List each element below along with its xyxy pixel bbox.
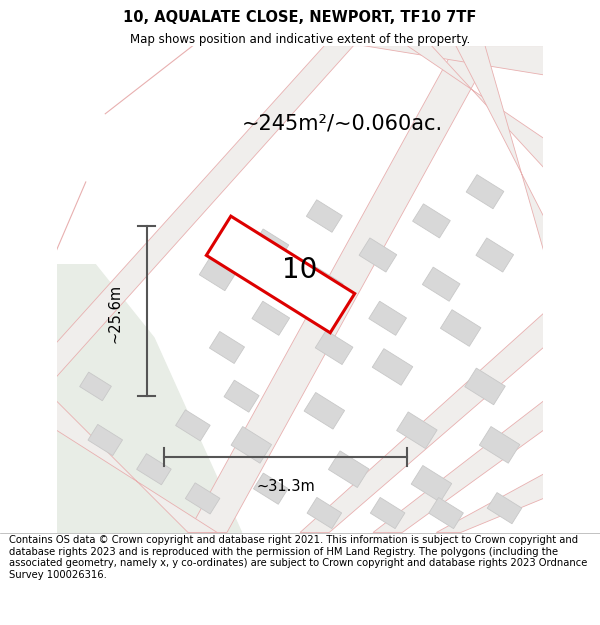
Polygon shape [440,310,481,346]
Polygon shape [487,492,522,524]
Polygon shape [429,498,463,529]
Polygon shape [397,412,437,449]
Polygon shape [137,454,171,485]
Polygon shape [176,410,210,441]
Polygon shape [307,498,341,529]
Polygon shape [56,401,217,532]
Polygon shape [253,473,288,504]
Polygon shape [56,46,353,377]
Text: 10, AQUALATE CLOSE, NEWPORT, TF10 7TF: 10, AQUALATE CLOSE, NEWPORT, TF10 7TF [124,10,476,25]
Polygon shape [422,267,460,301]
Polygon shape [206,216,355,332]
Polygon shape [465,368,505,405]
Polygon shape [253,229,289,261]
Polygon shape [436,474,544,532]
Polygon shape [188,46,495,532]
Polygon shape [372,349,413,385]
Polygon shape [370,498,405,529]
Polygon shape [476,238,514,272]
Polygon shape [413,204,450,238]
Polygon shape [328,451,369,488]
Text: ~25.6m: ~25.6m [107,284,122,343]
Polygon shape [305,267,343,301]
Polygon shape [315,331,353,364]
Polygon shape [209,331,245,364]
Polygon shape [359,238,397,272]
Polygon shape [224,380,259,412]
Polygon shape [252,301,290,336]
Polygon shape [479,426,520,463]
Polygon shape [199,258,235,291]
Polygon shape [373,401,544,532]
Polygon shape [80,372,112,401]
Polygon shape [407,46,544,168]
Polygon shape [369,301,406,336]
Polygon shape [466,174,504,209]
Polygon shape [185,483,220,514]
Polygon shape [339,46,544,75]
Polygon shape [304,392,344,429]
Text: 10: 10 [283,256,317,284]
Polygon shape [456,46,544,250]
Polygon shape [300,313,544,532]
Text: ~31.3m: ~31.3m [256,479,315,494]
Polygon shape [56,265,242,532]
Polygon shape [88,424,122,456]
Polygon shape [411,466,452,502]
Text: ~245m²/~0.060ac.: ~245m²/~0.060ac. [242,114,443,134]
Polygon shape [307,200,343,232]
Text: Map shows position and indicative extent of the property.: Map shows position and indicative extent… [130,33,470,46]
Polygon shape [231,426,272,463]
Text: Contains OS data © Crown copyright and database right 2021. This information is : Contains OS data © Crown copyright and d… [9,535,587,580]
